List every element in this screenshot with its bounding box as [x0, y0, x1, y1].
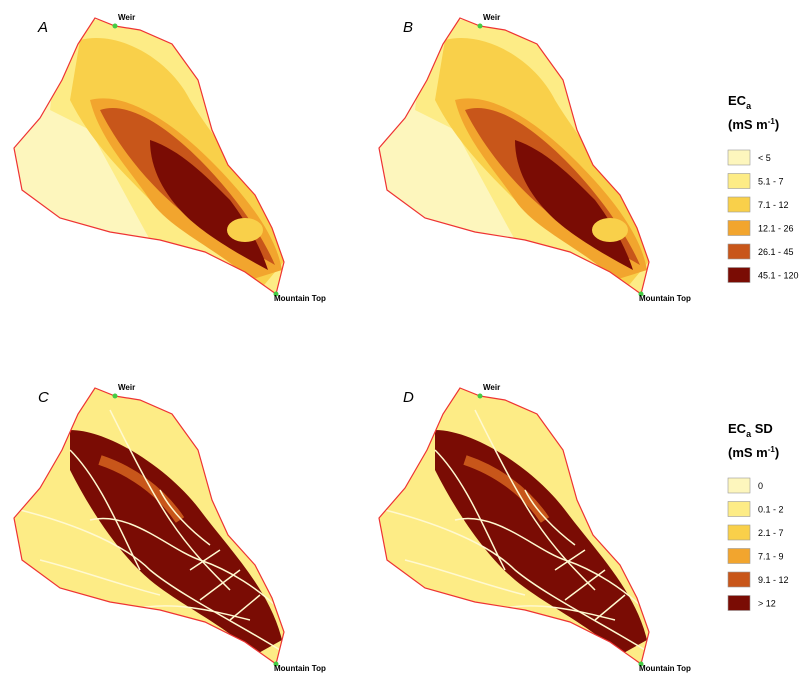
site-label: Weir	[483, 13, 500, 22]
legend-unit-text: (mS m	[728, 445, 768, 460]
site-label: Weir	[483, 383, 500, 392]
panel-label: D	[403, 389, 414, 406]
figure: A Weir Mountain Top B Weir Mountain Top C Weir M…	[0, 0, 811, 694]
legend-label: > 12	[758, 599, 776, 609]
legend-swatch	[728, 572, 750, 587]
site-label: Mountain Top	[639, 294, 691, 303]
site-label: Mountain Top	[274, 294, 326, 303]
legend-swatch	[728, 549, 750, 564]
legend-unit-text: (mS m	[728, 117, 768, 132]
catchment-map	[365, 0, 665, 300]
catchment-map	[0, 0, 300, 300]
legend-swatch	[728, 174, 750, 189]
legend-title-sub: a	[746, 101, 752, 111]
legend-unit-text: )	[775, 445, 779, 460]
map-panel: A Weir Mountain Top	[0, 0, 326, 303]
legend-label: < 5	[758, 153, 771, 163]
legend-swatch	[728, 268, 750, 283]
legend-unit: (mS m-1)	[728, 117, 779, 132]
map-panel: B Weir Mountain Top	[365, 0, 691, 303]
site-label: Mountain Top	[274, 664, 326, 673]
panel-label: C	[38, 389, 49, 406]
catchment-map	[0, 370, 300, 670]
legend-swatch	[728, 502, 750, 517]
legend-label: 26.1 - 45	[758, 247, 794, 257]
legend-title-text: EC	[728, 421, 747, 436]
legend: ECa SD (mS m-1) 0 0.1 - 2 2.1 - 7 7.1 - 9 9.1 …	[728, 421, 789, 611]
legend-label: 9.1 - 12	[758, 575, 789, 585]
site-label: Weir	[118, 383, 135, 392]
legend-unit: (mS m-1)	[728, 445, 779, 460]
panel-label: B	[403, 19, 413, 36]
legend-label: 2.1 - 7	[758, 528, 784, 538]
map-panel: D Weir Mountain Top	[365, 370, 691, 673]
legend-title-text: SD	[751, 421, 773, 436]
legend-label: 0	[758, 481, 763, 491]
legend-title-text: EC	[728, 93, 747, 108]
legend-swatch	[728, 596, 750, 611]
legend-label: 0.1 - 2	[758, 505, 784, 515]
legend-unit-text: )	[775, 117, 779, 132]
legend-label: 45.1 - 120	[758, 271, 799, 281]
legend-swatch	[728, 244, 750, 259]
site-label: Weir	[118, 13, 135, 22]
legend-swatch	[728, 150, 750, 165]
legend-label: 5.1 - 7	[758, 177, 784, 187]
map-panel: C Weir Mountain Top	[0, 370, 326, 673]
legend-label: 7.1 - 9	[758, 552, 784, 562]
legend-label: 12.1 - 26	[758, 224, 794, 234]
legend-swatch	[728, 478, 750, 493]
catchment-map	[365, 370, 665, 670]
panel-label: A	[37, 19, 48, 36]
legend-swatch	[728, 197, 750, 212]
legend-title: ECa SD	[728, 421, 773, 439]
site-label: Mountain Top	[639, 664, 691, 673]
legend-swatch	[728, 525, 750, 540]
legend: ECa (mS m-1) < 5 5.1 - 7 7.1 - 12 12.1 - 26 26…	[728, 93, 799, 283]
legend-swatch	[728, 221, 750, 236]
legend-label: 7.1 - 12	[758, 200, 789, 210]
legend-title: ECa	[728, 93, 752, 111]
